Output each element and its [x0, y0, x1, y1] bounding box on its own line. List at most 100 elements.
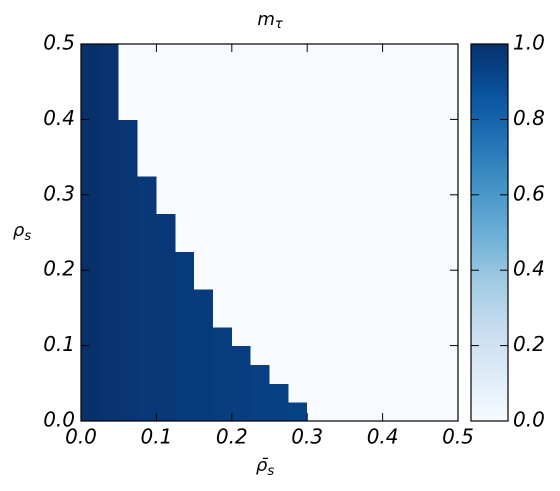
heatmap-cell — [175, 232, 195, 252]
heatmap-cell — [401, 364, 421, 384]
heatmap-cell — [156, 270, 176, 290]
x-tick-label: 0.1 — [140, 425, 172, 449]
heatmap-cell — [307, 100, 327, 120]
heatmap-cell — [269, 364, 289, 384]
heatmap-cell — [156, 364, 176, 384]
heatmap-cell — [175, 157, 195, 177]
heatmap-cell — [269, 402, 289, 422]
heatmap-cell — [344, 270, 365, 290]
heatmap-cell — [212, 138, 233, 158]
heatmap-cell — [439, 213, 459, 233]
colorbar-frame — [470, 43, 509, 422]
y-tick-label: 0.4 — [43, 106, 75, 130]
heatmap-cell — [118, 119, 139, 139]
heatmap-cell — [439, 194, 459, 215]
heatmap-cell — [212, 383, 233, 403]
colorbar — [471, 44, 508, 421]
heatmap-cell — [175, 364, 195, 384]
heatmap-cell — [401, 44, 421, 64]
heatmap-cell — [326, 402, 346, 422]
heatmap-cell — [344, 364, 365, 384]
heatmap-cell — [439, 100, 459, 120]
heatmap-cell — [156, 194, 176, 215]
heatmap-cell — [307, 44, 327, 64]
heatmap-cell — [439, 62, 459, 83]
heatmap-cell — [137, 100, 157, 120]
heatmap-cell — [194, 307, 214, 328]
heatmap-cell — [326, 175, 346, 196]
heatmap-cell — [81, 402, 101, 422]
heatmap-cell — [250, 213, 270, 233]
heatmap-cell — [118, 213, 139, 233]
heatmap-cell — [326, 81, 346, 102]
heatmap-cell — [382, 289, 402, 309]
heatmap-cell — [175, 119, 195, 139]
heatmap-cell — [288, 345, 308, 365]
heatmap-cell — [439, 138, 459, 158]
heatmap-cell — [344, 232, 365, 252]
heatmap-cell — [81, 62, 101, 83]
heatmap-cell — [99, 62, 120, 83]
heatmap-cell — [81, 175, 101, 196]
heatmap-cell — [81, 100, 101, 120]
heatmap-cell — [137, 175, 157, 196]
heatmap-cell — [99, 402, 120, 422]
heatmap-cell — [156, 213, 176, 233]
heatmap-cell — [420, 364, 440, 384]
heatmap-cell — [382, 402, 402, 422]
heatmap-cell — [326, 383, 346, 403]
heatmap-cell — [344, 44, 365, 64]
heatmap-cell — [326, 270, 346, 290]
heatmap-cell — [137, 157, 157, 177]
heatmap-cell — [81, 364, 101, 384]
heatmap-cell — [382, 62, 402, 83]
heatmap-cell — [137, 62, 157, 83]
heatmap-cell — [212, 345, 233, 365]
heatmap-cell — [212, 175, 233, 196]
heatmap-cell — [137, 364, 157, 384]
heatmap-cell — [344, 81, 365, 102]
heatmap-cell — [363, 119, 384, 139]
heatmap-cell — [439, 81, 459, 102]
heatmap-cell — [382, 44, 402, 64]
heatmap-cell — [231, 326, 252, 347]
heatmap-cell — [307, 213, 327, 233]
heatmap-cell — [420, 175, 440, 196]
heatmap-cell — [118, 364, 139, 384]
heatmap-cell — [288, 157, 308, 177]
heatmap-cell — [156, 307, 176, 328]
heatmap-cell — [231, 44, 252, 64]
heatmap-cell — [194, 62, 214, 83]
heatmap-cell — [81, 138, 101, 158]
heatmap-cell — [212, 326, 233, 347]
heatmap-cell — [137, 289, 157, 309]
heatmap-cell — [382, 270, 402, 290]
heatmap-cell — [269, 138, 289, 158]
heatmap-cell — [137, 232, 157, 252]
heatmap-cell — [194, 289, 214, 309]
heatmap-cell — [420, 138, 440, 158]
heatmap-cell — [99, 175, 120, 196]
heatmap-cell — [231, 345, 252, 365]
heatmap-cell — [326, 289, 346, 309]
heatmap-cell — [81, 232, 101, 252]
heatmap-cell — [363, 100, 384, 120]
colorbar-tick-label: 0.2 — [513, 332, 545, 356]
heatmap-cell — [250, 175, 270, 196]
heatmap-cell — [156, 100, 176, 120]
heatmap-cell — [344, 194, 365, 215]
heatmap-cell — [382, 157, 402, 177]
heatmap-cell — [326, 326, 346, 347]
heatmap-cell — [420, 383, 440, 403]
heatmap-cell — [81, 44, 101, 64]
heatmap-cell — [99, 194, 120, 215]
heatmap-cell — [175, 383, 195, 403]
heatmap-cell — [439, 251, 459, 271]
heatmap-cell — [344, 213, 365, 233]
y-label-base: ρ — [13, 220, 25, 241]
heatmap-cell — [382, 138, 402, 158]
heatmap-cell — [363, 175, 384, 196]
heatmap-cell — [137, 119, 157, 139]
heatmap-cell — [194, 138, 214, 158]
heatmap-cell — [194, 194, 214, 215]
